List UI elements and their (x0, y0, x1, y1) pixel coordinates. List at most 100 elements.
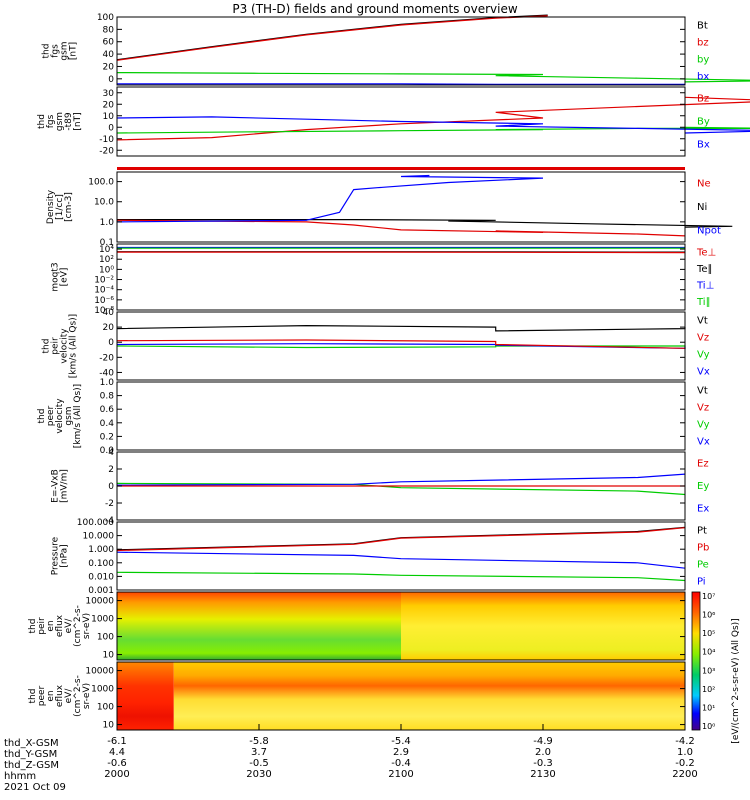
p4-legend-Te∥: Te∥ (696, 264, 713, 275)
p4-ytick-label: 10⁻⁸ (94, 306, 114, 316)
p5-ylabel-line: [km/s (All Qs)] (69, 314, 79, 378)
p6-ytick-label: 0.2 (100, 432, 114, 442)
p8-frame (116, 521, 686, 591)
colorbar-tick-label: 10¹ (702, 703, 715, 712)
y-gsm-label: 2.9 (393, 747, 409, 758)
p6-ytick-label: 0.0 (100, 446, 115, 456)
p3-ylabel-line: [cm-3] (64, 192, 74, 222)
z-gsm-label: -0.3 (533, 758, 553, 769)
p1-ylabel-line: gsm (60, 41, 70, 60)
p5-legend-Vx: Vx (697, 367, 710, 378)
y-gsm-label: 1.0 (677, 747, 693, 758)
p2-ytick-label: 0 (108, 123, 114, 133)
p7-ytick-label: -4 (105, 516, 114, 526)
colorbar-tick-label: 10³ (702, 666, 715, 675)
p4-frame (116, 243, 686, 311)
p10-ylabel-line: (cm^2-s- (73, 675, 83, 717)
p3-legend-Ne: Ne (697, 179, 711, 190)
p5-ylabel-line: velocity (60, 328, 70, 364)
y-gsm-label: 2.0 (535, 747, 551, 758)
p6-ylabel-line: [km/s (All Qs)] (73, 384, 83, 448)
p8-ytick-label: 0.100 (88, 559, 114, 569)
p1-legend-Bt: Bt (697, 21, 708, 32)
p9-ytick-label: 10000 (85, 597, 114, 607)
p4-legend-Ti⊥: Ti⊥ (696, 280, 714, 291)
p5-legend-Vy: Vy (697, 350, 710, 361)
p8-ylabel-line: Pressure (51, 536, 61, 575)
p1-ytick-label: 20 (103, 62, 115, 72)
p6-legend-Vt: Vt (697, 386, 708, 397)
p3-series-Npot (116, 174, 544, 223)
colorbar-tick-label: 10⁵ (702, 629, 715, 638)
p6-ylabel-line: velocity (55, 398, 65, 434)
p2-ytick-label: 20 (103, 100, 115, 110)
p7-series-Ex (116, 473, 686, 486)
p10-heatmap-right (173, 662, 686, 730)
row-label-hhmm: hhmm (4, 771, 37, 782)
p8-ytick-label: 0.010 (88, 572, 114, 582)
p8-ylabel-line: [nPa] (60, 544, 70, 567)
p2-ylabel-line: [nT] (73, 112, 83, 130)
p2-ytick-label: -10 (99, 135, 114, 145)
p10-heatmap-left (117, 662, 174, 730)
p8-ytick-label: 100.000 (77, 518, 114, 528)
p8-ytick-label: 0.001 (88, 586, 114, 596)
row-label-z-gsm: thd_Z-GSM (4, 760, 59, 771)
p9-ylabel-line: (cm^2-s- (73, 605, 83, 647)
p9-ylabel-line: eflux (55, 614, 65, 637)
p3-ylabel-line: [1/cc] (55, 194, 65, 220)
separator-bar (117, 167, 685, 170)
p8-legend-Pe: Pe (697, 560, 709, 571)
p9-ylabel-line: sr-eV) (82, 613, 92, 639)
page-title: P3 (TH-D) fields and ground moments over… (232, 2, 518, 16)
p5-frame (116, 311, 686, 381)
p2-legend-Bx: Bx (697, 140, 710, 151)
p3-series-Ni (117, 219, 733, 228)
p2-series-Bx (116, 116, 750, 134)
hhmm-label: 2000 (104, 769, 129, 780)
date-label: 2021 Oct 09 (4, 782, 66, 793)
p8-series-Pi (116, 551, 686, 569)
p6-ytick-label: 0.8 (100, 392, 115, 402)
p5-ylabel-line: peir (51, 337, 61, 355)
x-gsm-label: -5.8 (249, 736, 269, 747)
p8-series-Pb (116, 527, 686, 552)
p7-ytick-label: 0 (108, 482, 114, 492)
p1-legend-bz: bz (697, 38, 709, 49)
y-gsm-label: 4.4 (109, 747, 125, 758)
colorbar-tick-label: 10⁴ (702, 648, 715, 657)
hhmm-label: 2100 (388, 769, 413, 780)
p10-ytick-label: 1000 (91, 685, 114, 695)
p8-legend-Pb: Pb (697, 543, 709, 554)
p7-legend-Ey: Ey (697, 481, 709, 492)
p3-legend-Npot: Npot (697, 225, 721, 236)
hhmm-label: 2200 (672, 769, 697, 780)
p9-ylabel-line: eV/ (64, 618, 74, 634)
hhmm-label: 2130 (530, 769, 555, 780)
p4-ytick-label: 10⁰ (99, 265, 114, 275)
p6-legend-Vz: Vz (697, 403, 709, 414)
p3-legend-Ni: Ni (697, 202, 707, 213)
p1-ylabel-line: [nT] (69, 42, 79, 60)
p1-series-bx (117, 83, 685, 86)
p6-legend-Vx: Vx (697, 437, 710, 448)
p3-series-Ne (116, 219, 686, 237)
p9-ylabel-line: thd (28, 619, 38, 634)
p5-ytick-label: 20 (103, 323, 115, 333)
p1-ytick-label: 40 (103, 50, 115, 60)
p1-series-by (116, 72, 750, 83)
p2-ytick-label: -20 (99, 146, 114, 156)
p2-ylabel-line: fgs (46, 114, 56, 128)
p4-ytick-label: 10⁻⁶ (94, 296, 114, 306)
p5-ytick-label: 0 (108, 338, 114, 348)
p1-legend-bx: bx (697, 72, 709, 83)
p2-frame (116, 86, 686, 157)
p5-legend-Vt: Vt (697, 316, 708, 327)
colorbar-tick-label: 10⁶ (702, 611, 715, 620)
x-gsm-label: -4.9 (533, 736, 553, 747)
p2-ylabel-line: gsm (55, 112, 65, 131)
p10-ylabel-line: sr-eV) (82, 683, 92, 709)
p1-legend-by: by (697, 55, 709, 66)
p9-ytick-label: 10 (103, 651, 115, 661)
